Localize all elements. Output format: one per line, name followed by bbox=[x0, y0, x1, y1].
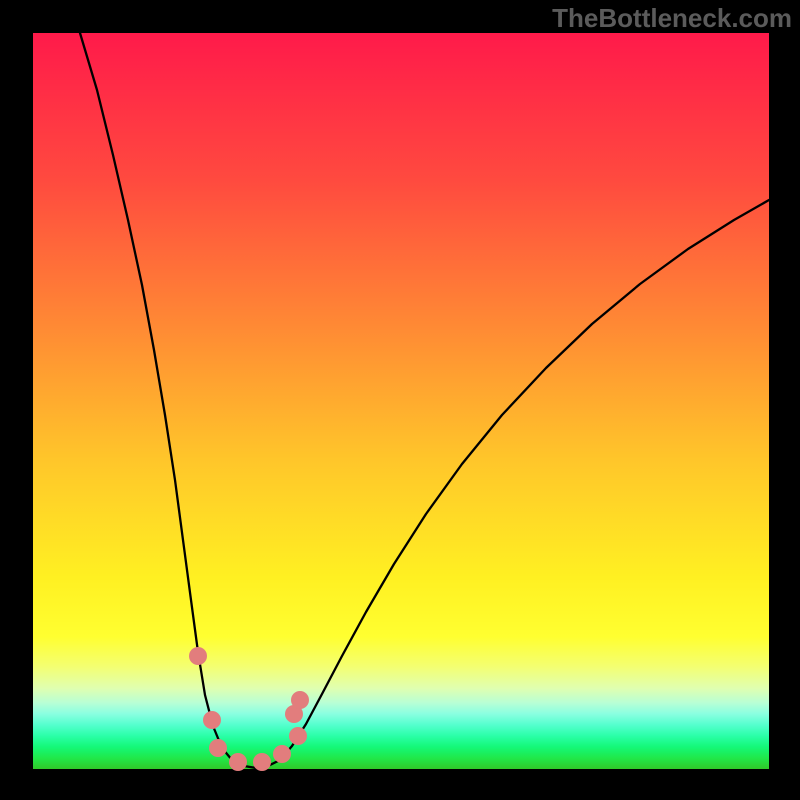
watermark-text: TheBottleneck.com bbox=[552, 3, 792, 34]
data-marker-4 bbox=[253, 753, 271, 771]
data-marker-3 bbox=[229, 753, 247, 771]
data-marker-5 bbox=[273, 745, 291, 763]
data-marker-0 bbox=[189, 647, 207, 665]
data-marker-6 bbox=[289, 727, 307, 745]
data-marker-8 bbox=[291, 691, 309, 709]
bottleneck-curve bbox=[80, 33, 769, 768]
data-marker-1 bbox=[203, 711, 221, 729]
data-marker-2 bbox=[209, 739, 227, 757]
chart-container: TheBottleneck.com bbox=[0, 0, 800, 800]
curve-layer bbox=[0, 0, 800, 800]
